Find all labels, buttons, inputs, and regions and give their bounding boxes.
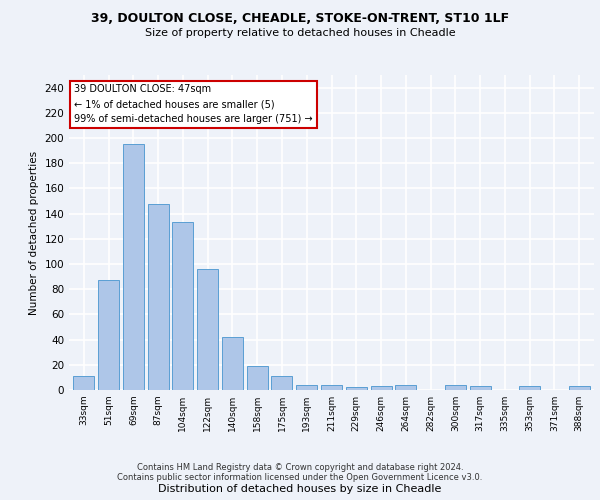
Bar [470, 386, 491, 390]
Bar [395, 385, 416, 390]
Bar [222, 337, 243, 390]
Text: Contains HM Land Registry data © Crown copyright and database right 2024.: Contains HM Land Registry data © Crown c… [137, 464, 463, 472]
Text: Distribution of detached houses by size in Cheadle: Distribution of detached houses by size … [158, 484, 442, 494]
Bar [73, 376, 94, 390]
Bar [371, 386, 392, 390]
Text: 39 DOULTON CLOSE: 47sqm
← 1% of detached houses are smaller (5)
99% of semi-deta: 39 DOULTON CLOSE: 47sqm ← 1% of detached… [74, 84, 313, 124]
Bar [569, 386, 590, 390]
Bar [98, 280, 119, 390]
Bar [321, 385, 342, 390]
Bar [247, 366, 268, 390]
Text: 39, DOULTON CLOSE, CHEADLE, STOKE-ON-TRENT, ST10 1LF: 39, DOULTON CLOSE, CHEADLE, STOKE-ON-TRE… [91, 12, 509, 26]
Bar [346, 388, 367, 390]
Bar [148, 204, 169, 390]
Bar [197, 269, 218, 390]
Bar [296, 385, 317, 390]
Bar [445, 385, 466, 390]
Bar [519, 386, 540, 390]
Y-axis label: Number of detached properties: Number of detached properties [29, 150, 39, 314]
Text: Size of property relative to detached houses in Cheadle: Size of property relative to detached ho… [145, 28, 455, 38]
Text: Contains public sector information licensed under the Open Government Licence v3: Contains public sector information licen… [118, 474, 482, 482]
Bar [271, 376, 292, 390]
Bar [172, 222, 193, 390]
Bar [123, 144, 144, 390]
